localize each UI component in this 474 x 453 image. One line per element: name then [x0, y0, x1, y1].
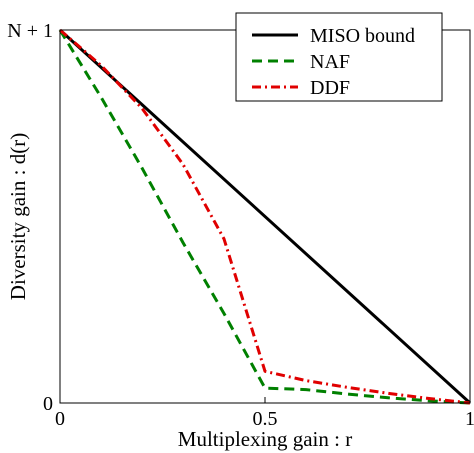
legend-box: [235, 12, 443, 102]
plot-area: [58, 28, 472, 405]
x-axis-label: Multiplexing gain : r: [178, 427, 352, 451]
legend-label: NAF: [310, 51, 350, 73]
x-tick-label: 0.5: [253, 408, 278, 430]
legend: MISO bound NAF DDF: [235, 12, 443, 102]
x-tick-label: 0: [55, 408, 65, 430]
y-axis-label: Diversity gain : d(r): [6, 133, 30, 300]
y-tick-label: N + 1: [7, 20, 53, 42]
axis-labels: Multiplexing gain : r Diversity gain : d(…: [6, 133, 352, 451]
legend-label: DDF: [310, 77, 350, 99]
series-line-ddf: [59, 28, 471, 405]
x-tick-label: 1: [465, 408, 474, 430]
series-line-naf: [58, 29, 471, 405]
legend-label: MISO bound: [310, 25, 415, 47]
series-line-miso-bound: [58, 28, 472, 405]
y-tick-label: 0: [43, 393, 53, 415]
